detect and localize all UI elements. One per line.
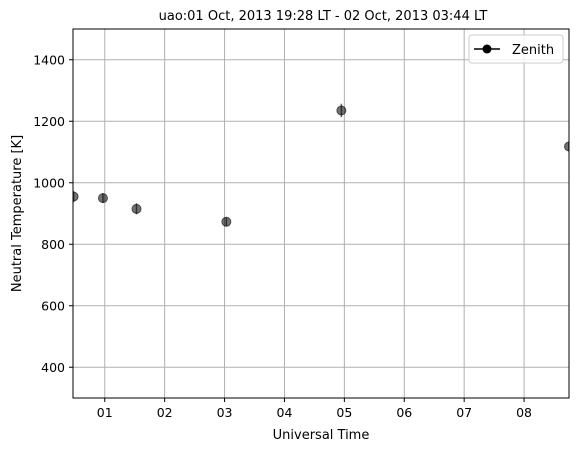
x-tick-label: 08 [516,405,532,420]
data-point [221,216,232,227]
legend-marker [482,44,492,54]
x-tick-label: 05 [336,405,352,420]
x-tick-label: 07 [456,405,472,420]
y-tick-label: 400 [41,360,65,375]
data-point [73,191,79,202]
legend: Zenith [468,34,564,64]
x-axis: 01 02 03 04 05 06 07 08 [97,398,532,420]
x-tick-label: 06 [396,405,412,420]
data-point [131,203,142,214]
x-tick-label: 01 [97,405,113,420]
y-axis-label: Neutral Temperature [K] [10,135,25,292]
grid [73,29,569,398]
x-tick-label: 04 [277,405,293,420]
x-tick-label: 03 [217,405,233,420]
plot-frame [72,28,570,399]
data-point [97,193,108,204]
chart-title: uao:01 Oct, 2013 19:28 LT - 02 Oct, 2013… [159,9,488,24]
data-point [564,141,569,152]
series-zenith [73,103,569,227]
y-tick-label: 1400 [33,52,65,67]
legend-label-zenith: Zenith [512,43,554,58]
data-layer [73,103,569,227]
data-point [336,105,347,116]
y-tick-label: 1000 [33,175,65,190]
x-tick-label: 02 [157,405,173,420]
y-axis: 400 600 800 1000 1200 1400 [33,52,73,375]
x-axis-label: Universal Time [273,428,370,443]
y-tick-label: 600 [41,298,65,313]
legend-box [468,34,564,64]
y-tick-label: 800 [41,237,65,252]
y-tick-label: 1200 [33,114,65,129]
